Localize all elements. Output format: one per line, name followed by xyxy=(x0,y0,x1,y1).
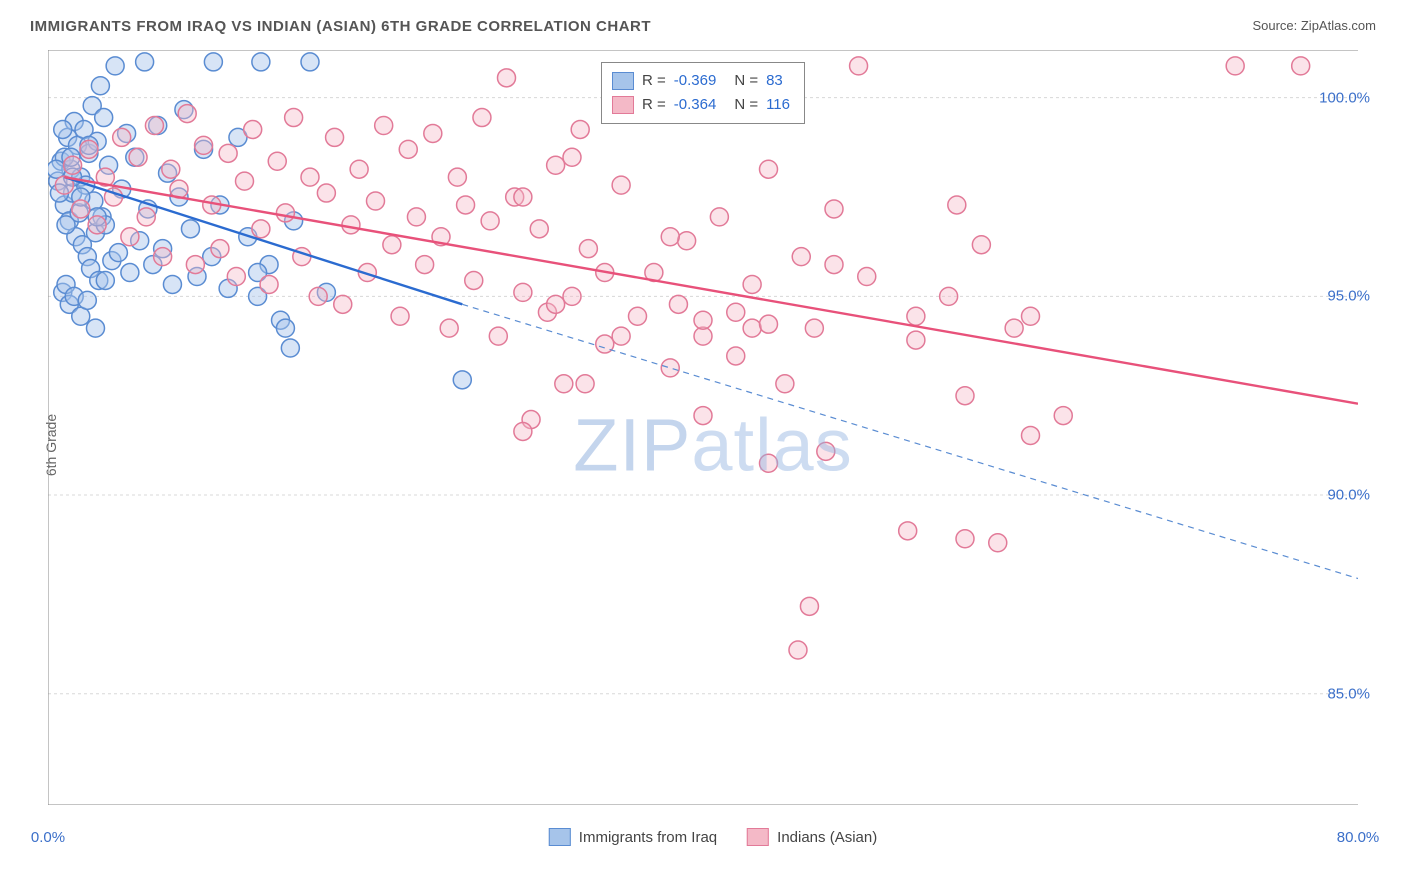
legend-swatch xyxy=(747,828,769,846)
legend-row: R = -0.364 N = 116 xyxy=(612,93,790,117)
chart-title: IMMIGRANTS FROM IRAQ VS INDIAN (ASIAN) 6… xyxy=(30,18,651,35)
correlation-legend: R = -0.369 N = 83 R = -0.364 N = 116 xyxy=(601,62,805,124)
y-tick-label: 85.0% xyxy=(1327,685,1370,702)
legend-swatch xyxy=(549,828,571,846)
x-tick-label: 0.0% xyxy=(31,829,65,846)
legend-swatch xyxy=(612,96,634,114)
scatter-chart xyxy=(48,50,1358,805)
legend-row: R = -0.369 N = 83 xyxy=(612,69,790,93)
series-legend: Immigrants from Iraq Indians (Asian) xyxy=(549,828,877,846)
x-tick-label: 80.0% xyxy=(1337,829,1380,846)
chart-container: 6th Grade ZIPatlas R = -0.369 N = 83 R =… xyxy=(48,50,1378,840)
y-tick-label: 90.0% xyxy=(1327,487,1370,504)
legend-swatch xyxy=(612,72,634,90)
y-tick-label: 95.0% xyxy=(1327,288,1370,305)
legend-item: Immigrants from Iraq xyxy=(549,828,717,846)
y-tick-label: 100.0% xyxy=(1319,89,1370,106)
legend-item: Indians (Asian) xyxy=(747,828,877,846)
source-label: Source: ZipAtlas.com xyxy=(1252,18,1376,33)
